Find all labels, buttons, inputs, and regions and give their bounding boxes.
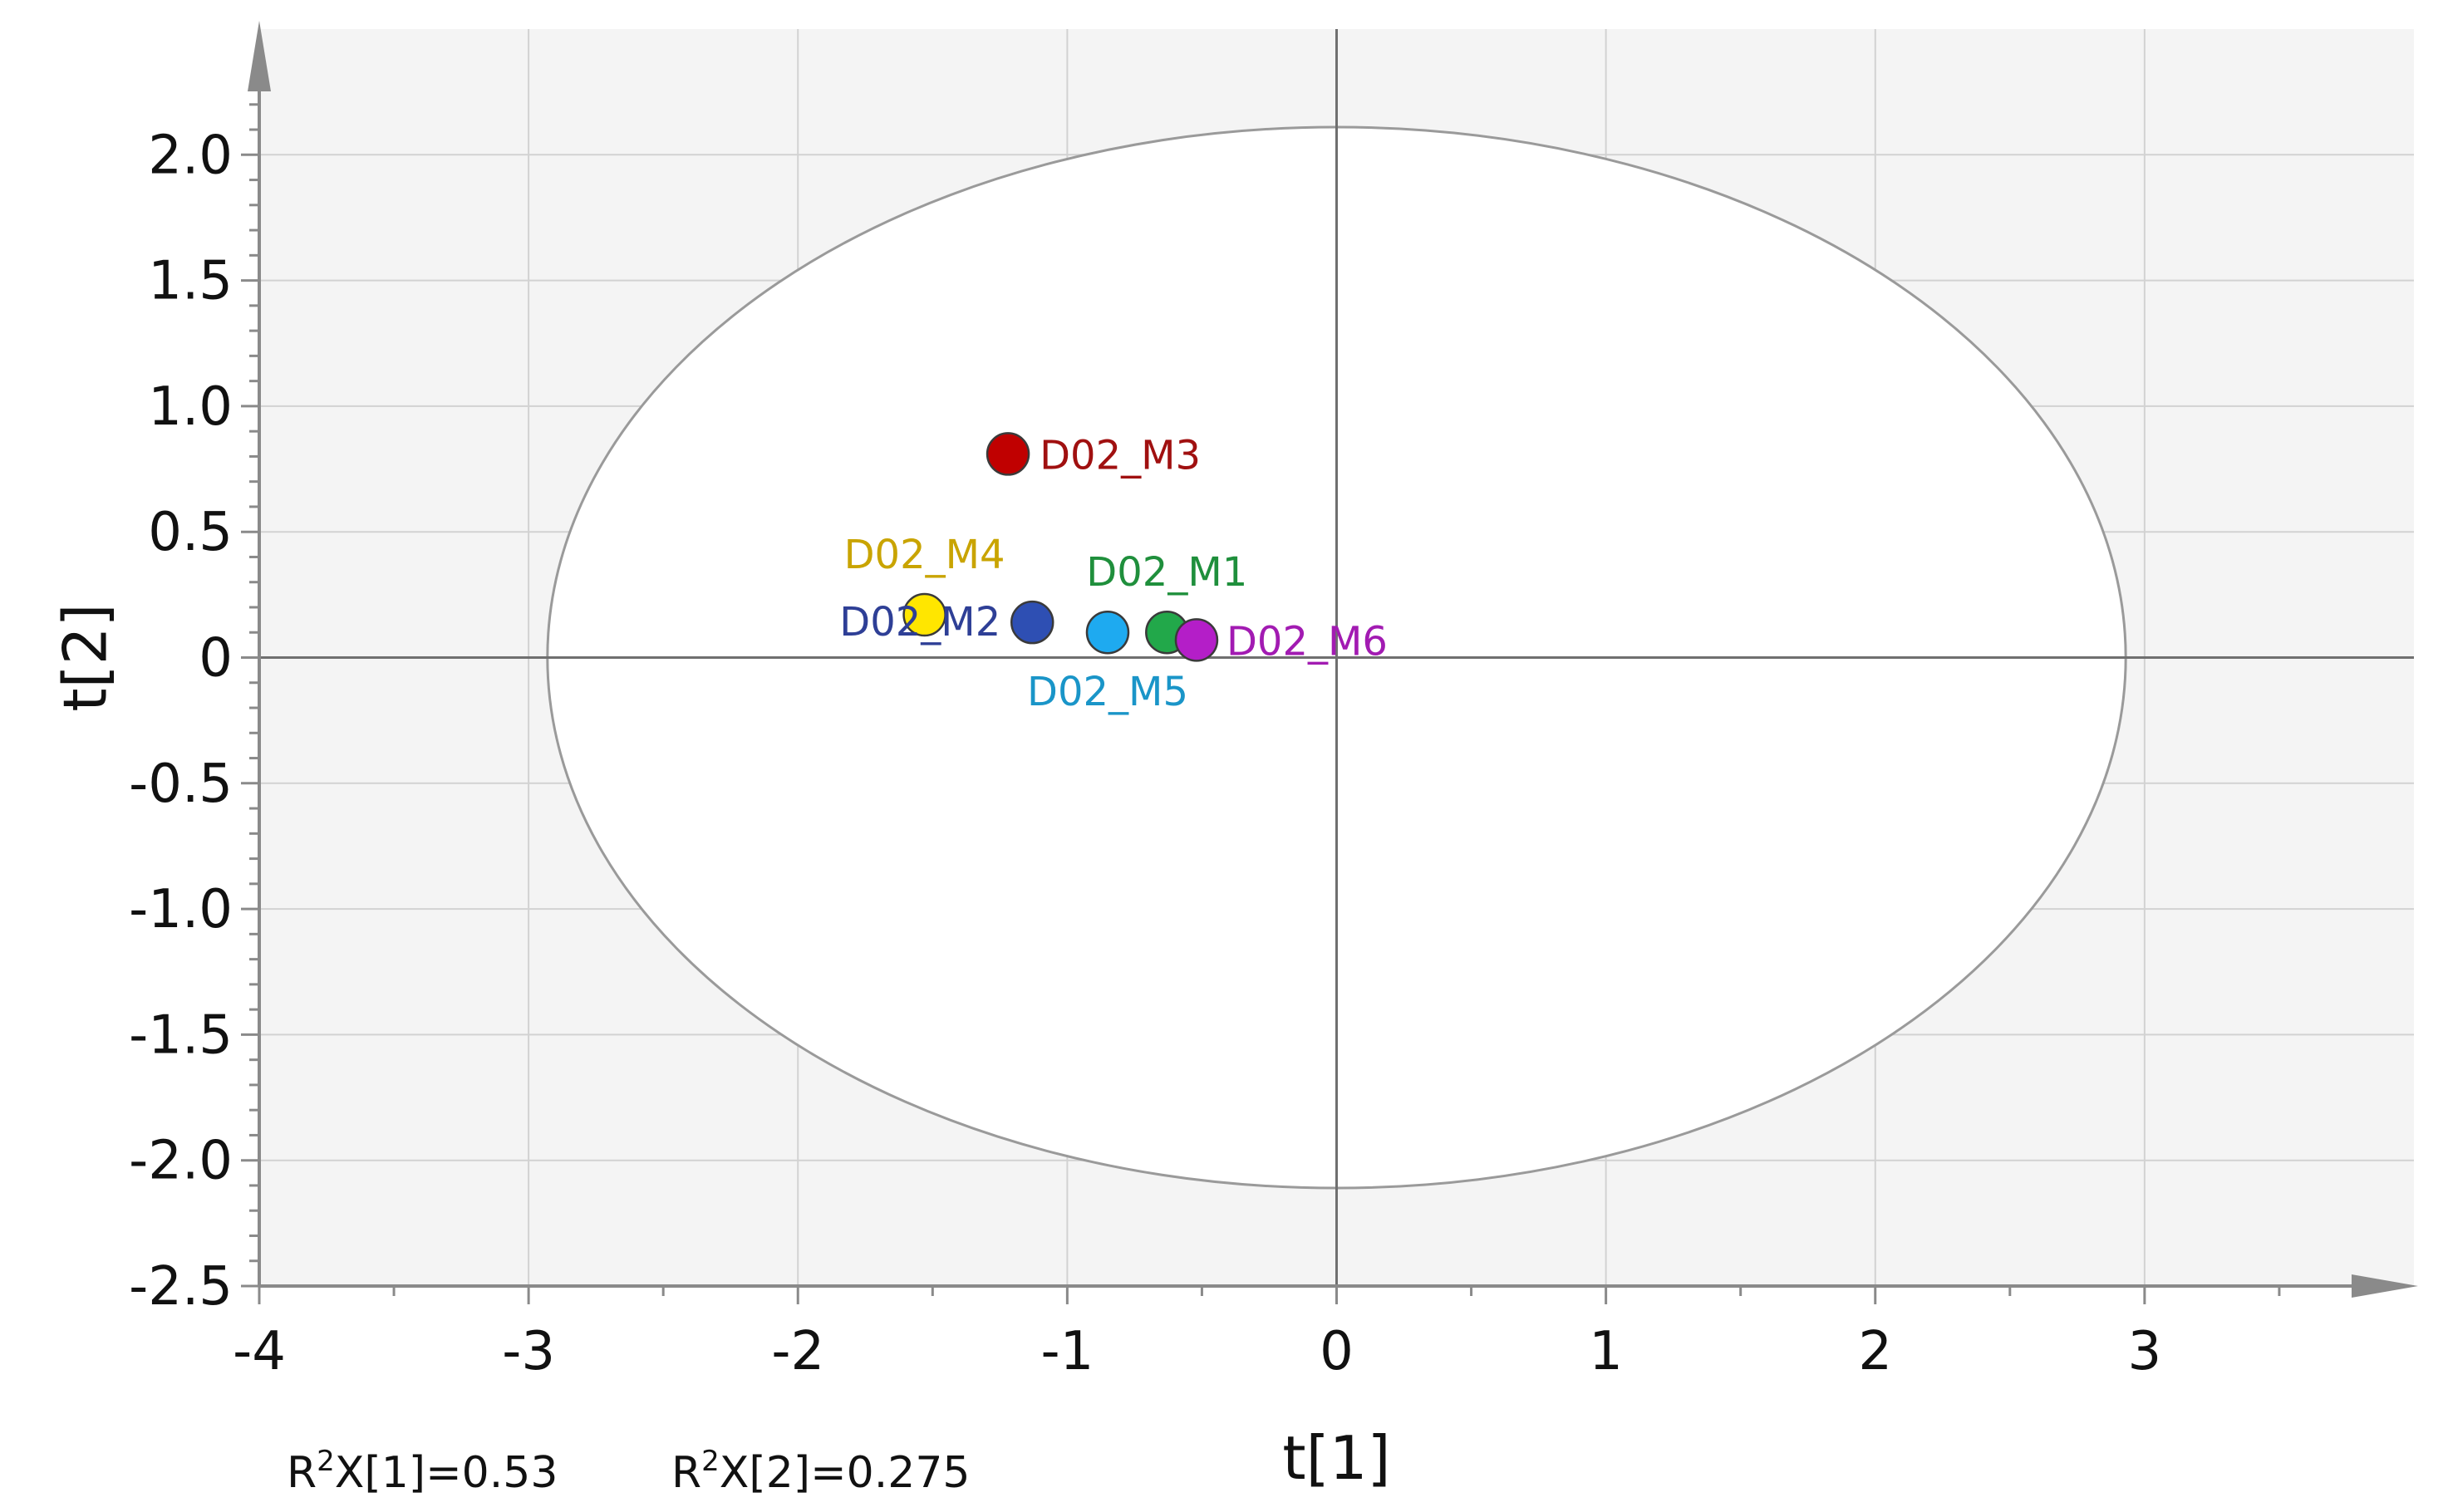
r2x-component-1: R2X[1]=0.53 [287, 1445, 558, 1498]
x-tick-label: -2 [771, 1321, 824, 1382]
y-tick-label: -0.5 [129, 754, 233, 815]
point-label: D02_M1 [1086, 549, 1247, 596]
y-tick-label: -2.5 [129, 1256, 233, 1318]
x-tick-label: 2 [1858, 1321, 1892, 1382]
point-label: D02_M6 [1226, 618, 1388, 665]
y-tick-label: -1.0 [129, 879, 233, 940]
data-point [1085, 610, 1130, 655]
point-label: D02_M4 [844, 532, 1005, 578]
y-axis-arrow [248, 21, 271, 91]
x-tick-label: -1 [1040, 1321, 1094, 1382]
x-tick-label: -4 [233, 1321, 286, 1382]
x-axis-arrow [2352, 1274, 2418, 1298]
y-tick-label: 0 [199, 628, 233, 690]
x-tick-label: 3 [2128, 1321, 2162, 1382]
x-tick-label: -3 [502, 1321, 555, 1382]
x-axis-title: t[1] [1282, 1423, 1390, 1493]
axes [248, 21, 2418, 1298]
zero-lines [259, 29, 2414, 1286]
x-tick-label: 1 [1589, 1321, 1623, 1382]
data-point [1010, 600, 1054, 645]
y-tick-label: -2.0 [129, 1131, 233, 1192]
x-tick-label: 0 [1320, 1321, 1354, 1382]
y-tick-label: 1.0 [148, 376, 233, 438]
tick-marks [241, 103, 2281, 1304]
data-points [902, 432, 1219, 662]
y-tick-label: 2.0 [148, 125, 233, 186]
data-point [902, 592, 946, 637]
point-label: D02_M2 [839, 599, 1000, 646]
data-point [1174, 618, 1219, 662]
point-label: D02_M3 [1040, 432, 1201, 479]
point-labels: D02_M3 D02_M4 D02_M2 D02_M5 D02_M1 D02_M6 [839, 432, 1388, 715]
y-tick-label: 0.5 [148, 502, 233, 563]
y-tick-label: 1.5 [148, 251, 233, 312]
tick-labels: -4 -3 -2 -1 0 1 2 3 2.0 1.5 1.0 0.5 0 -0.5 -1.0 -1.5 -2.… [129, 125, 2161, 1382]
r2x-component-2: R2X[2]=0.275 [671, 1445, 971, 1498]
data-point [986, 432, 1030, 476]
y-tick-label: -1.5 [129, 1004, 233, 1066]
point-label: D02_M5 [1027, 669, 1188, 715]
y-axis-title: t[2] [51, 603, 120, 711]
